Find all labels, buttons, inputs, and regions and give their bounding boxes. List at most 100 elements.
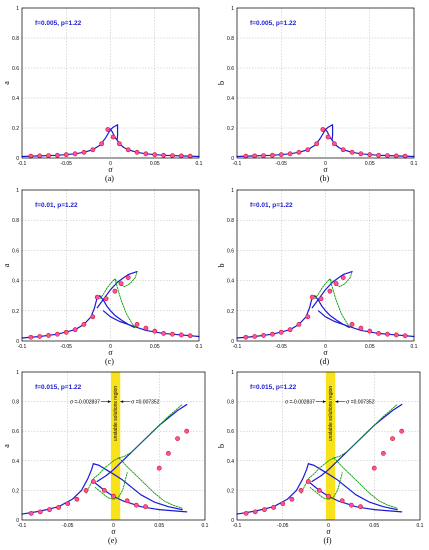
- y-tick-label: 0.4: [12, 279, 19, 285]
- panel-annotation: f=0.01, p=1.22: [35, 202, 78, 209]
- data-point: [314, 141, 320, 147]
- unstable-branch-7: [118, 457, 183, 509]
- x-tick-label: -0.05: [276, 344, 288, 350]
- data-point: [296, 321, 302, 327]
- data-point: [28, 510, 34, 516]
- data-point: [305, 479, 311, 484]
- data-point: [170, 153, 175, 158]
- data-point: [385, 331, 390, 337]
- data-point: [28, 334, 34, 340]
- data-point: [90, 314, 96, 320]
- data-point: [376, 331, 381, 336]
- data-point: [83, 487, 89, 493]
- data-point: [393, 332, 399, 338]
- data-point: [376, 152, 381, 158]
- unstable-branch-5: [85, 457, 120, 494]
- data-point: [72, 151, 78, 157]
- y-tick-label: 1: [16, 188, 19, 194]
- stable-branch-1: [236, 463, 309, 515]
- axes-frame: [236, 371, 421, 521]
- data-point: [143, 504, 148, 510]
- x-tick-label: -0.05: [61, 161, 73, 167]
- data-point: [55, 331, 60, 337]
- data-point: [46, 333, 51, 338]
- data-point: [367, 328, 373, 334]
- chart-panel-6: -0.1 -0.05 0 0.05 0.1 0 0.2 0.4 0.6 0.8 1 unstable …: [217, 370, 424, 545]
- data-point: [178, 153, 184, 159]
- x-tick-label: -0.05: [276, 161, 288, 167]
- data-point: [252, 509, 258, 515]
- stable-branch-2: [109, 124, 119, 141]
- y-axis-label: a: [2, 444, 11, 448]
- y-tick-label: 0.4: [227, 279, 234, 285]
- x-tick-label: 0.05: [150, 161, 160, 167]
- data-point: [143, 325, 149, 331]
- stable-branch-4: [94, 482, 188, 513]
- chart-panel-4: -0.1 -0.05 0 0.05 0.1 0 0.2 0.4 0.6 0.8 1 f=0.01, p…: [217, 188, 418, 366]
- y-tick-label: 0.8: [12, 218, 19, 224]
- data-point: [134, 321, 140, 327]
- y-tick-label: 0.4: [227, 96, 234, 102]
- data-point: [327, 288, 333, 294]
- arrowhead: [322, 400, 326, 403]
- data-point: [298, 487, 304, 493]
- y-axis-label: b: [217, 444, 226, 448]
- y-tick-label: 0.6: [12, 429, 19, 435]
- data-point: [269, 331, 275, 337]
- data-point: [125, 275, 131, 280]
- data-point: [65, 501, 71, 507]
- data-point: [371, 465, 377, 471]
- data-point: [393, 153, 399, 159]
- data-point: [348, 502, 354, 508]
- panel-annotation: f=0.015, p=1.22: [250, 384, 297, 391]
- x-tick-label: 0.1: [411, 161, 418, 167]
- data-point: [47, 507, 52, 513]
- data-point: [161, 331, 166, 336]
- unstable-branch-6: [329, 278, 351, 328]
- chart-panel-1: -0.1 -0.05 0 0.05 0.1 0 0.2 0.4 0.6 0.8 1 f=0.005, …: [2, 6, 203, 183]
- x-tick-label: 0.05: [365, 161, 375, 167]
- unstable-branch-7: [333, 457, 398, 509]
- data-point: [56, 505, 61, 510]
- data-point: [261, 333, 266, 338]
- data-point: [305, 147, 311, 153]
- data-point: [358, 151, 364, 157]
- data-point: [37, 509, 43, 515]
- unstable-branch-6: [333, 404, 398, 459]
- data-point: [63, 152, 69, 158]
- stable-branch-2: [92, 463, 183, 511]
- x-tick-label: -0.05: [277, 523, 289, 529]
- data-point: [112, 288, 118, 294]
- y-tick-label: 0: [231, 156, 234, 162]
- axes-frame: [236, 7, 415, 159]
- data-point: [309, 294, 315, 300]
- data-point: [271, 505, 276, 510]
- y-axis-label: b: [217, 264, 226, 268]
- y-tick-label: 0.8: [12, 400, 19, 406]
- data-point: [390, 436, 395, 441]
- data-point: [37, 153, 43, 159]
- band-right-label: σ =0.007352: [346, 400, 374, 406]
- data-point: [110, 134, 116, 140]
- panel-annotation: f=0.015, p=1.22: [35, 384, 82, 391]
- x-tick-label: 0: [324, 344, 327, 350]
- data-point: [278, 152, 284, 158]
- unstable-branch-7: [114, 271, 138, 288]
- y-tick-label: 0.4: [12, 96, 19, 102]
- band-right-label: σ =0.007352: [131, 400, 159, 406]
- y-tick-label: 0: [16, 518, 19, 524]
- y-tick-label: 0.4: [12, 459, 19, 465]
- data-point: [289, 496, 295, 502]
- data-point: [90, 479, 96, 484]
- data-point: [316, 487, 322, 493]
- x-tick-label: 0.1: [417, 523, 424, 529]
- x-tick-label: 0.05: [154, 523, 164, 529]
- panel-annotation: f=0.005, p=1.22: [35, 20, 82, 27]
- unstable-branch-8: [309, 472, 343, 500]
- data-point: [165, 450, 171, 456]
- y-tick-label: 0.2: [12, 126, 19, 132]
- data-point: [269, 152, 275, 158]
- x-tick-label: 0.05: [369, 523, 379, 529]
- data-point: [187, 333, 193, 339]
- y-tick-label: 0.6: [227, 429, 234, 435]
